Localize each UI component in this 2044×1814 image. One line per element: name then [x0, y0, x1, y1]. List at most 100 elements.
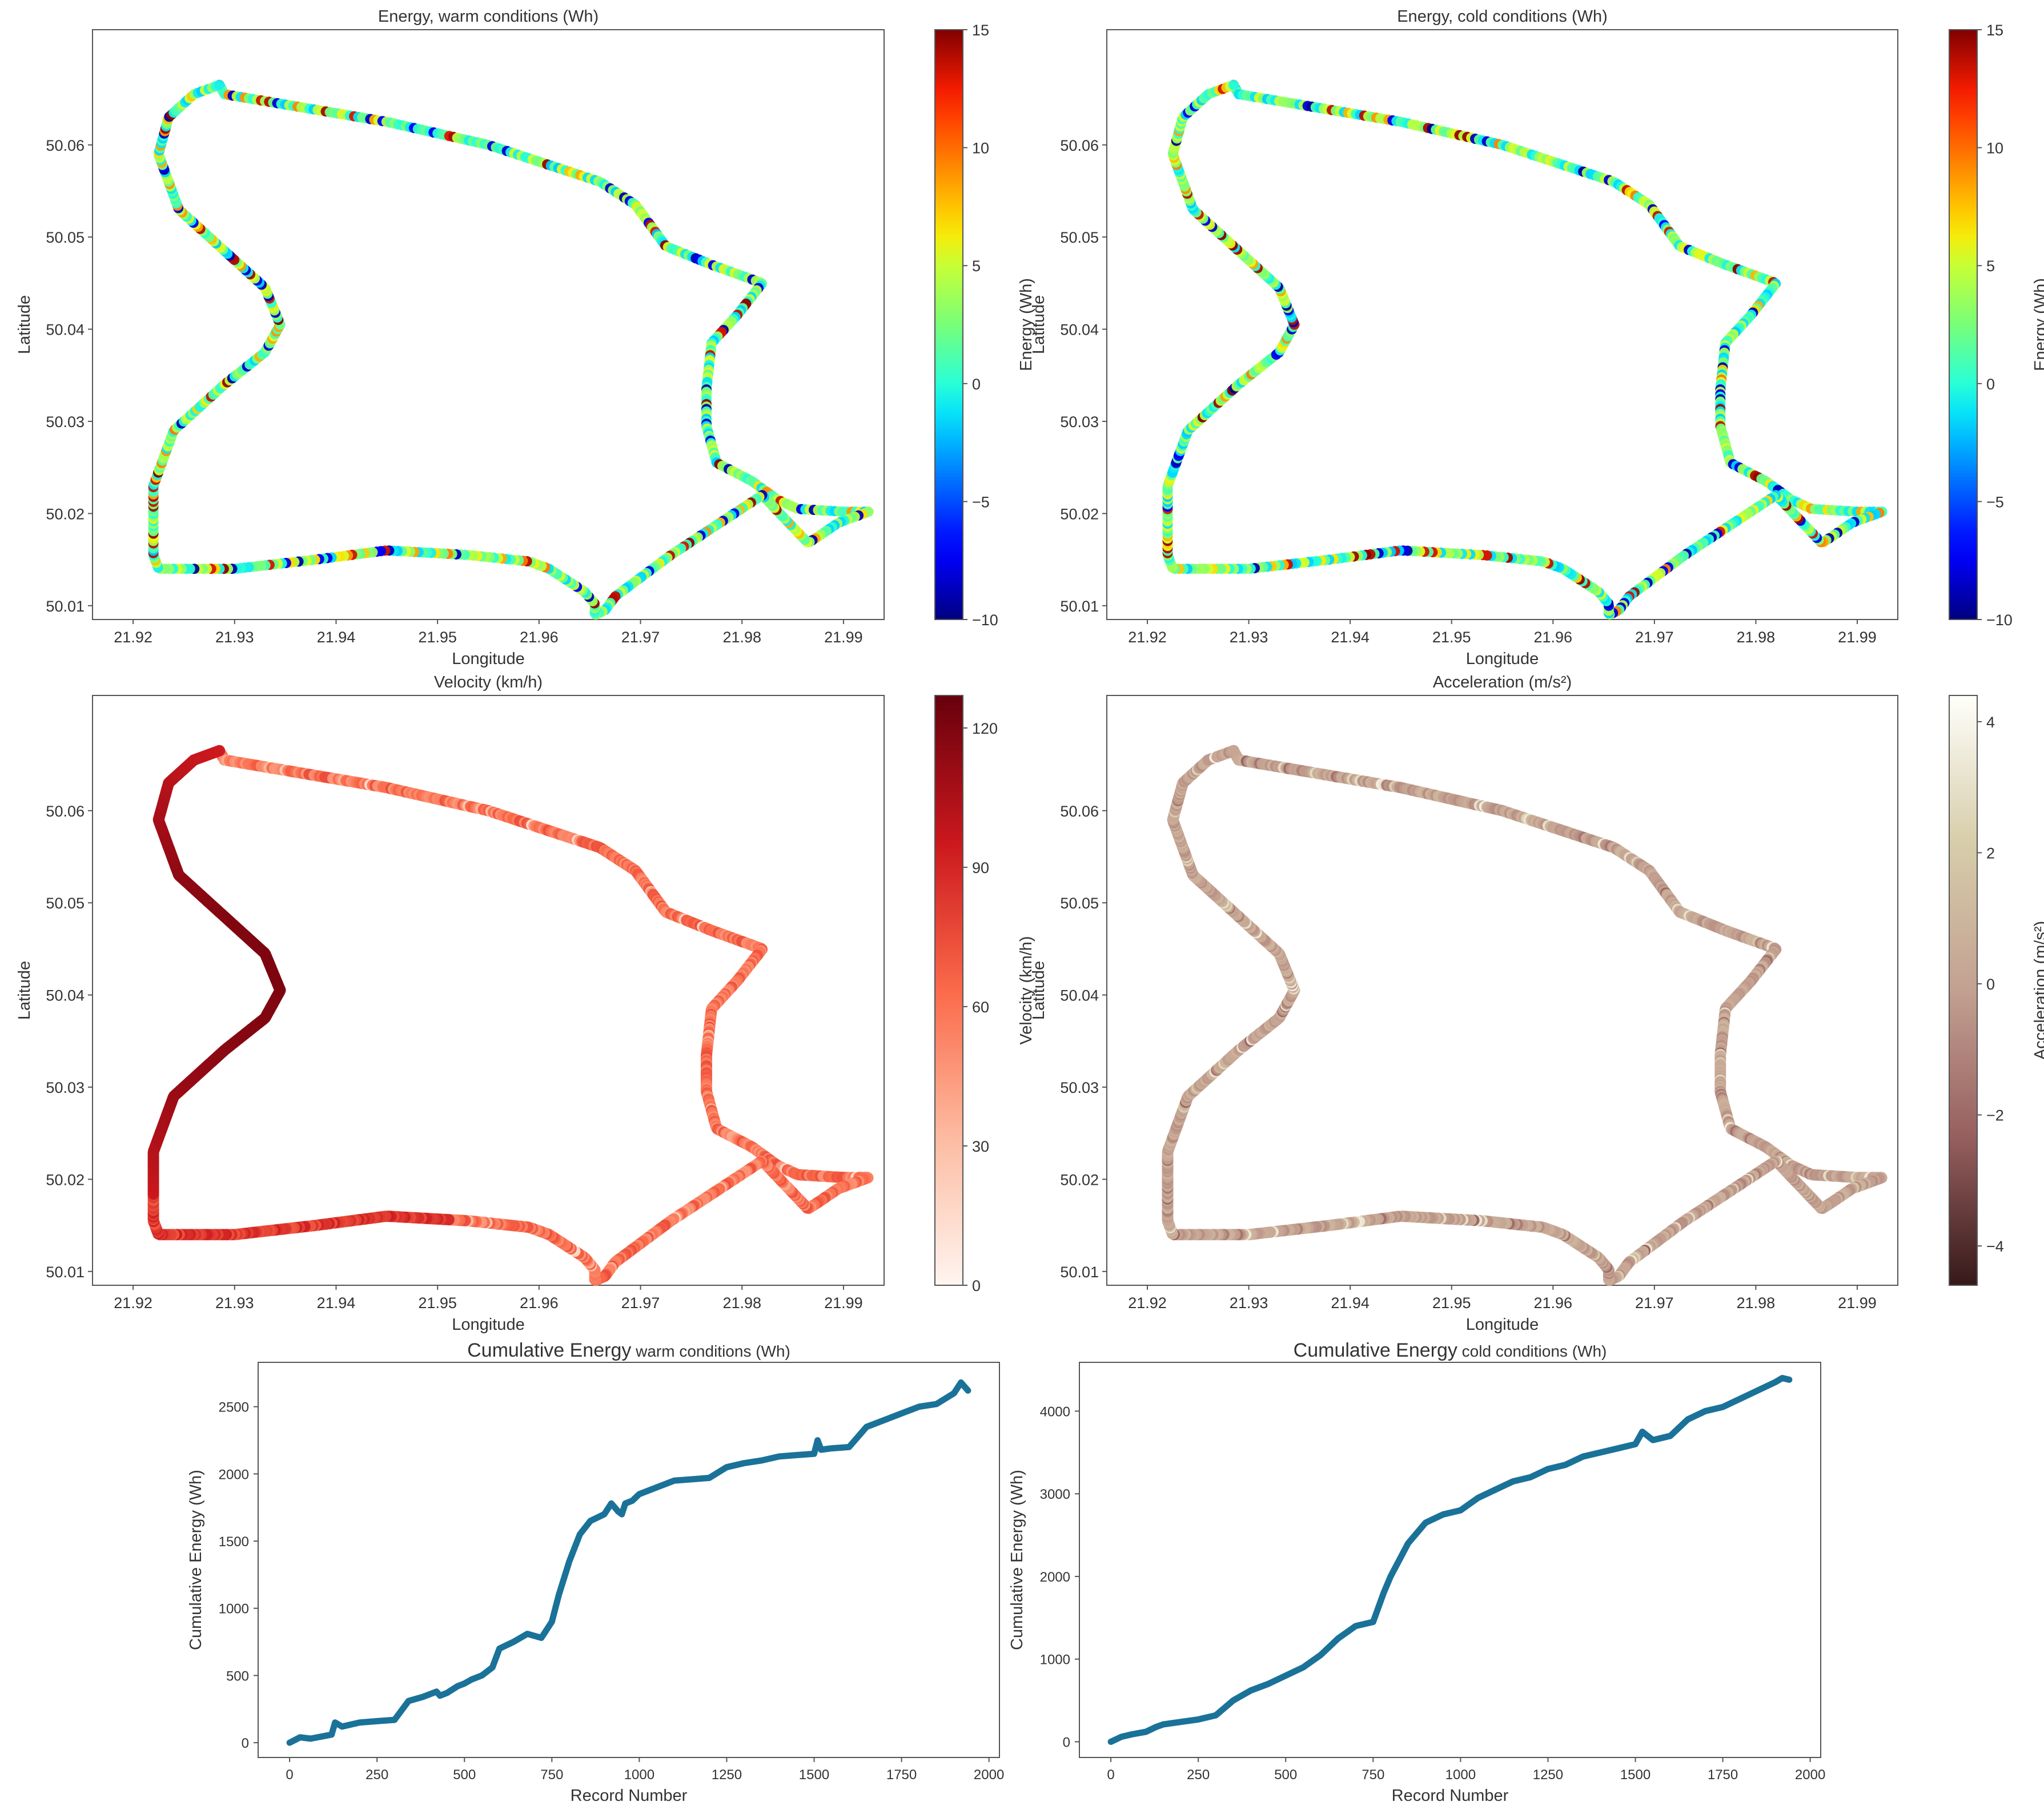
- colorbar-tick-label: 0: [972, 376, 981, 393]
- x-tick-label: 21.92: [1128, 1294, 1167, 1312]
- x-tick-label: 21.97: [1635, 1294, 1674, 1312]
- x-axis-label: Record Number: [571, 1787, 688, 1805]
- y-tick-label: 50.04: [46, 987, 85, 1004]
- colorbar-label: Energy (Wh): [2031, 278, 2044, 371]
- x-tick-label: 21.98: [722, 1294, 761, 1312]
- x-tick-label: 750: [540, 1767, 563, 1783]
- colorbar-tick-label: 120: [972, 720, 998, 737]
- colorbar-tick-label: −10: [1986, 612, 2013, 629]
- colorbar-tick-label: −2: [1986, 1107, 2004, 1124]
- map-panel-2: Energy, cold conditions (Wh) 21.92 21.93 21…: [1030, 7, 2044, 668]
- x-tick-label: 21.92: [114, 629, 152, 646]
- x-tick-label: 21.97: [1635, 629, 1674, 646]
- y-tick-label: 50.01: [1060, 1264, 1099, 1281]
- colorbar-label: Energy (Wh): [1017, 278, 1035, 371]
- colorbar-tick-label: 10: [1986, 140, 2003, 157]
- colorbar-tick-label: 15: [972, 22, 989, 39]
- plot-title: Velocity (km/h): [434, 673, 543, 691]
- colorbar-tick-label: −4: [1986, 1238, 2004, 1255]
- plot-area: [92, 29, 885, 620]
- colorbar-tick-label: 15: [1986, 22, 2003, 39]
- y-tick-label: 50.04: [1060, 987, 1099, 1004]
- x-tick-label: 1750: [886, 1767, 917, 1783]
- colorbar: [934, 695, 963, 1286]
- x-tick-label: 21.96: [1533, 1294, 1572, 1312]
- colorbar: [1949, 695, 1978, 1286]
- x-tick-label: 21.97: [621, 1294, 660, 1312]
- x-tick-label: 21.94: [317, 1294, 356, 1312]
- y-tick-label: 50.01: [46, 598, 85, 615]
- y-tick-label: 50.06: [46, 137, 85, 154]
- x-tick-label: 1500: [799, 1767, 829, 1783]
- x-tick-label: 1750: [1708, 1767, 1738, 1783]
- route-markers: [1162, 745, 1888, 1286]
- y-tick-label: 0: [1063, 1735, 1070, 1750]
- colorbar-tick-label: 4: [1986, 714, 1995, 731]
- y-tick-label: 50.05: [1060, 895, 1099, 912]
- x-tick-label: 500: [453, 1767, 476, 1783]
- x-tick-label: 2000: [1795, 1767, 1825, 1783]
- y-tick-label: 50.02: [1060, 505, 1099, 522]
- colorbar-label: Velocity (km/h): [1017, 936, 1035, 1044]
- x-tick-label: 21.93: [215, 629, 254, 646]
- plot-area: [92, 695, 885, 1286]
- colorbar: [934, 29, 963, 620]
- y-tick-label: 50.05: [1060, 229, 1099, 246]
- plot-title: Energy, warm conditions (Wh): [378, 7, 599, 26]
- y-tick-label: 4000: [1040, 1404, 1070, 1419]
- colorbar-tick-label: −5: [1986, 493, 2004, 510]
- x-tick-label: 21.96: [520, 1294, 559, 1312]
- plot-area: [1106, 695, 1898, 1286]
- route-markers: [148, 79, 874, 620]
- y-tick-label: 50.03: [1060, 1079, 1099, 1096]
- plot-title-suffix: warm conditions (Wh): [631, 1342, 790, 1360]
- x-tick-label: 21.95: [418, 1294, 457, 1312]
- y-axis-label: Latitude: [15, 295, 34, 354]
- x-tick-label: 21.92: [1128, 629, 1167, 646]
- y-tick-label: 50.01: [1060, 598, 1099, 615]
- y-tick-label: 2500: [219, 1400, 249, 1415]
- x-tick-label: 0: [1107, 1767, 1114, 1783]
- y-tick-label: 50.05: [46, 229, 85, 246]
- route-markers: [1162, 79, 1888, 620]
- y-tick-label: 1000: [219, 1602, 249, 1617]
- x-tick-label: 21.92: [114, 1294, 152, 1312]
- y-tick-label: 50.04: [1060, 321, 1099, 339]
- route-point: [1228, 745, 1239, 757]
- y-tick-label: 3000: [1040, 1487, 1070, 1502]
- y-tick-label: 50.04: [46, 321, 85, 339]
- y-axis-label: Cumulative Energy (Wh): [1008, 1470, 1026, 1650]
- colorbar-label: Acceleration (m/s²): [2031, 921, 2044, 1060]
- x-tick-label: 21.99: [1838, 629, 1877, 646]
- x-tick-label: 21.95: [1432, 1294, 1471, 1312]
- x-tick-label: 21.96: [520, 629, 559, 646]
- x-tick-label: 500: [1274, 1767, 1297, 1783]
- colorbar-tick-label: 2: [1986, 844, 1995, 862]
- plot-title: Cumulative Energy cold conditions (Wh): [1294, 1340, 1607, 1361]
- x-tick-label: 21.99: [1838, 1294, 1877, 1312]
- cumulative-energy-line: [286, 1379, 971, 1746]
- x-tick-label: 21.99: [824, 629, 863, 646]
- x-axis-label: Longitude: [1466, 1316, 1539, 1334]
- cumulative-energy-line: [1107, 1375, 1793, 1745]
- y-axis-label: Cumulative Energy (Wh): [187, 1470, 205, 1650]
- colorbar-tick-label: 30: [972, 1138, 989, 1155]
- y-tick-label: 50.06: [46, 803, 85, 820]
- colorbar-tick-label: 5: [972, 258, 981, 275]
- colorbar-tick-label: 0: [972, 1277, 981, 1294]
- y-axis-label: Latitude: [1030, 295, 1048, 354]
- y-tick-label: 50.03: [46, 413, 85, 431]
- x-tick-label: 21.93: [1230, 629, 1268, 646]
- route-point: [214, 79, 225, 90]
- plot-area: [1079, 1362, 1821, 1758]
- y-tick-label: 50.05: [46, 895, 85, 912]
- x-tick-label: 21.95: [1432, 629, 1471, 646]
- y-tick-label: 500: [226, 1668, 249, 1684]
- cumulative-panel-1: Cumulative Energy warm conditions (Wh) 0 2…: [187, 1340, 1004, 1805]
- plot-title-main: Cumulative Energy: [1294, 1340, 1457, 1361]
- x-tick-label: 21.97: [621, 629, 660, 646]
- y-tick-label: 2000: [219, 1467, 249, 1482]
- map-panel-3: Velocity (km/h) 21.92 21.93 21.94 21.95 21.96…: [15, 673, 1035, 1334]
- colorbar-tick-label: 0: [1986, 976, 1995, 993]
